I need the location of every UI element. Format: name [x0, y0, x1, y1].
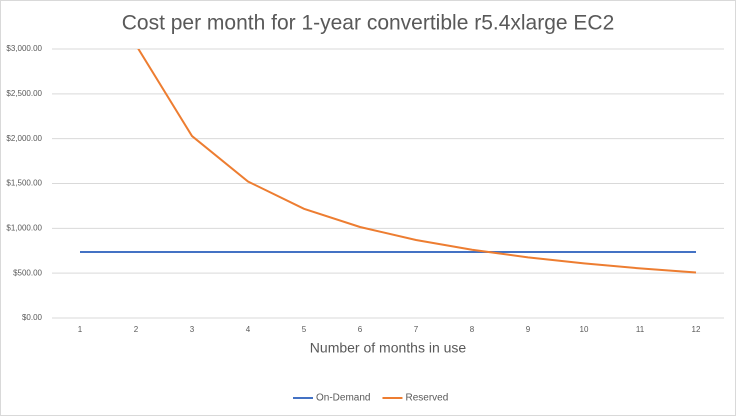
y-tick-label: $3,000.00 — [6, 44, 42, 53]
x-tick-label: 7 — [414, 325, 419, 334]
series-line — [137, 49, 697, 274]
legend-label: Reserved — [405, 393, 448, 404]
x-tick-label: 9 — [526, 325, 531, 334]
x-axis-label: Number of months in use — [310, 340, 467, 356]
y-tick-label: $2,000.00 — [6, 134, 42, 143]
x-tick-label: 1 — [78, 325, 83, 334]
legend-label: On-Demand — [316, 393, 370, 404]
plot-area — [80, 49, 697, 274]
x-tick-label: 6 — [358, 325, 363, 334]
y-tick-label: $2,500.00 — [6, 89, 42, 98]
x-tick-label: 3 — [190, 325, 195, 334]
x-tick-label: 2 — [134, 325, 139, 334]
chart-title: Cost per month for 1-year convertible r5… — [122, 12, 615, 35]
y-tick-label: $1,000.00 — [6, 223, 42, 232]
x-tick-label: 8 — [470, 325, 475, 334]
x-tick-label: 12 — [692, 325, 701, 334]
y-tick-label: $0.00 — [22, 313, 43, 322]
y-tick-label: $1,500.00 — [6, 179, 42, 188]
x-tick-label: 5 — [302, 325, 307, 334]
x-tick-label: 11 — [636, 325, 645, 334]
x-tick-label: 4 — [246, 325, 251, 334]
y-tick-label: $500.00 — [13, 268, 42, 277]
x-tick-label: 10 — [580, 325, 589, 334]
